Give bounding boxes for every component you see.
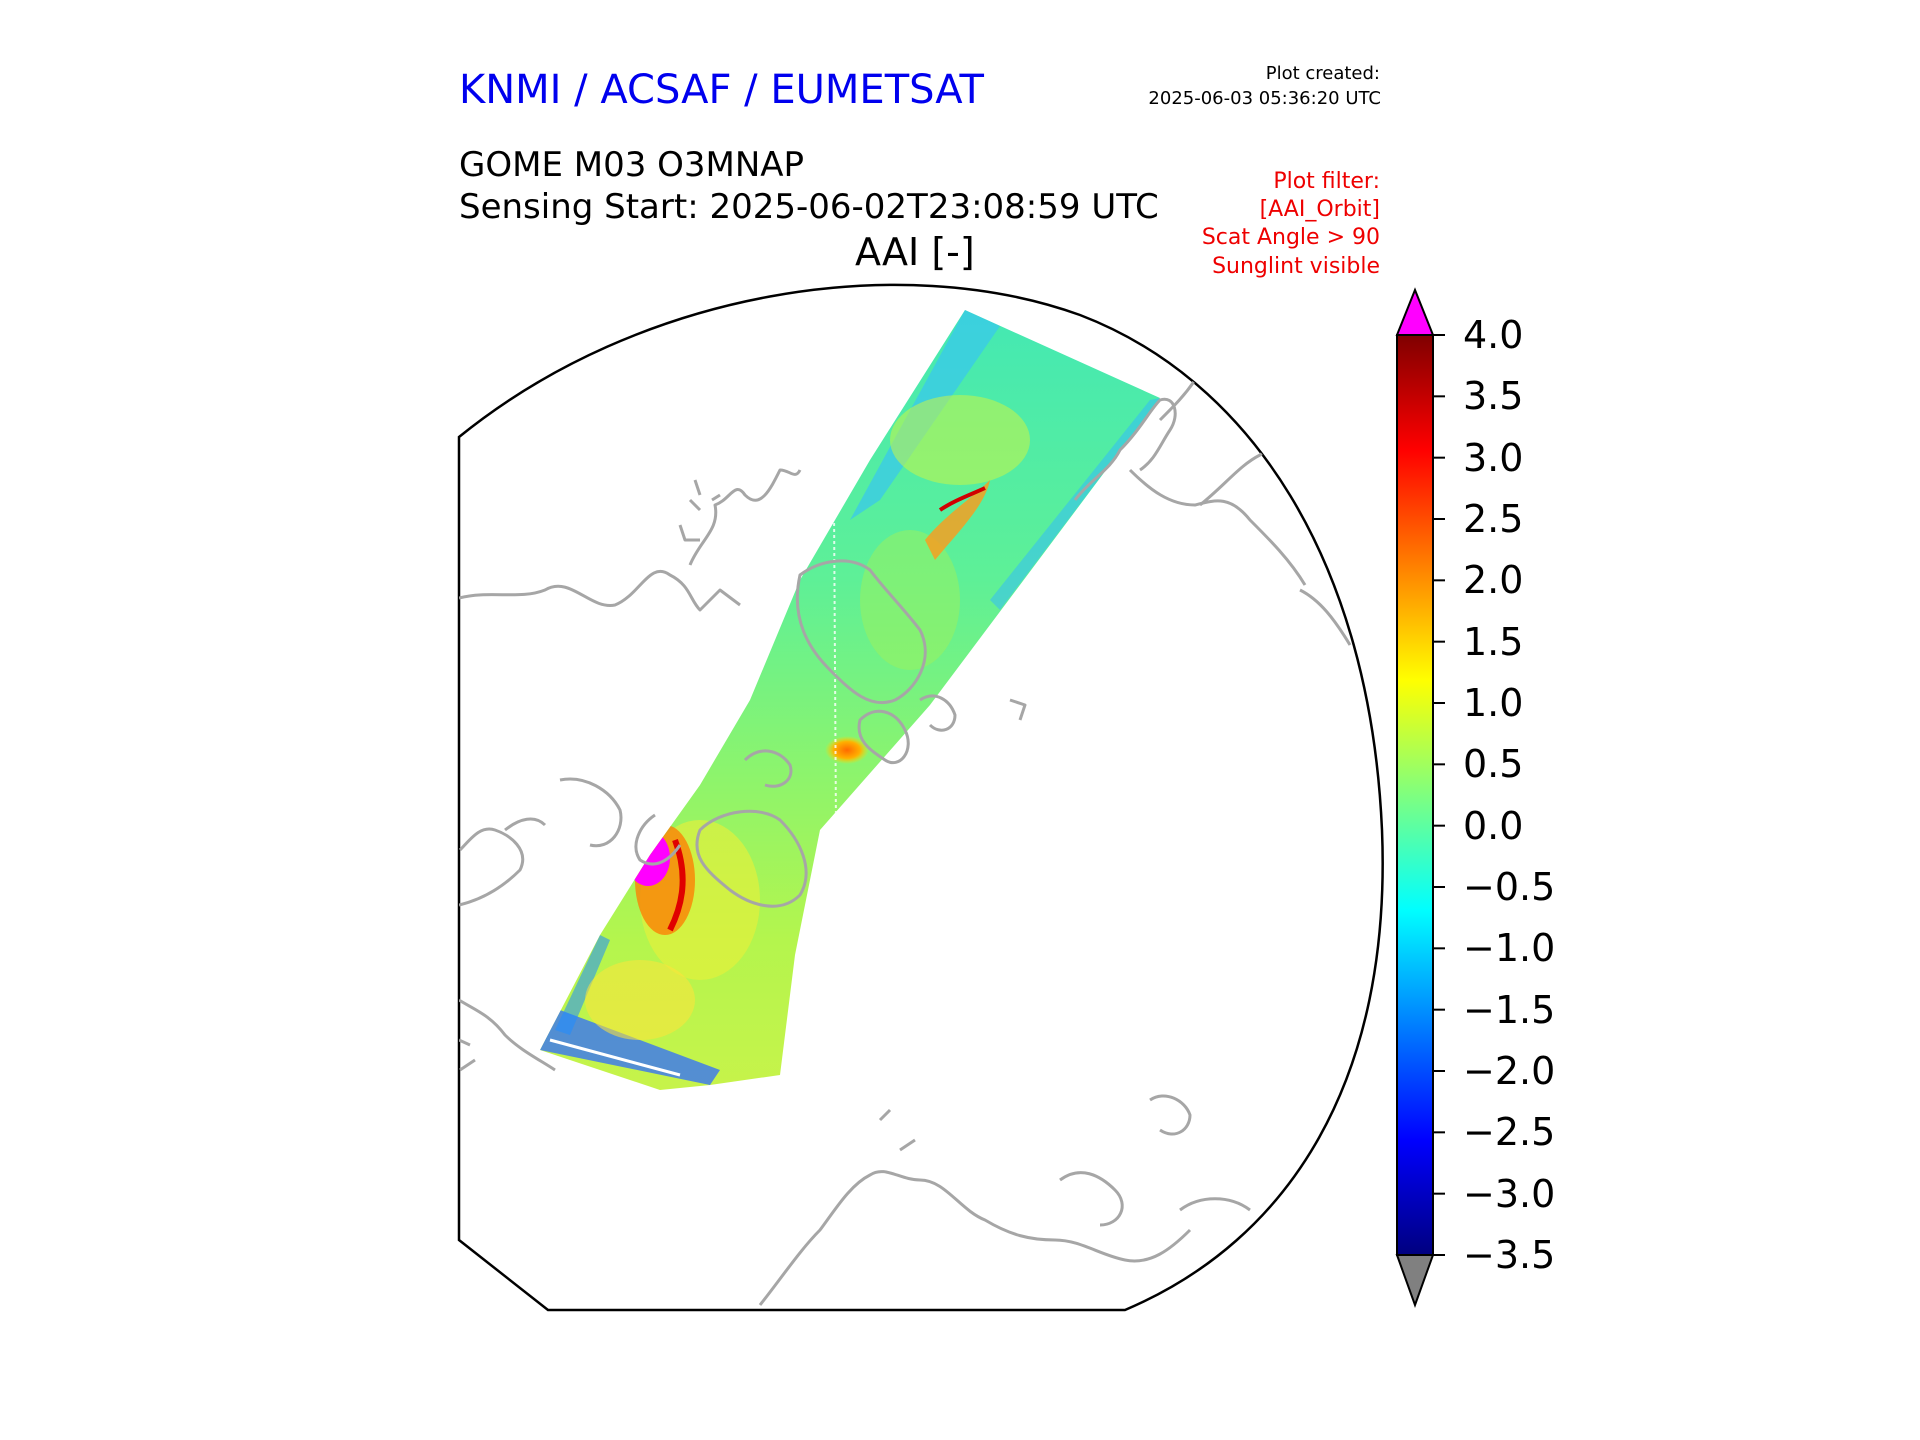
coastlines: [459, 374, 1352, 1306]
sensing-start: Sensing Start: 2025-06-02T23:08:59 UTC: [459, 187, 1159, 227]
colorbar-tick-label: 4.0: [1463, 313, 1524, 357]
plot-filter-sunglint: Sunglint visible: [1212, 254, 1380, 279]
colorbar-tick-label: 1.0: [1463, 681, 1524, 725]
colorbar-tick-label: −0.5: [1463, 865, 1556, 909]
colorbar: [1395, 287, 1445, 1308]
colorbar-tick-label: −2.5: [1463, 1110, 1556, 1155]
colorbar-tick-label: −1.5: [1463, 987, 1556, 1032]
colorbar-tick-label: 3.5: [1463, 374, 1524, 419]
colorbar-overflow-high: [1395, 287, 1435, 336]
colorbar-tick-label: 2.5: [1463, 497, 1524, 541]
product-title: GOME M03 O3MNAP: [459, 145, 805, 185]
variable-title: AAI [-]: [855, 230, 975, 274]
plot-created-timestamp: 2025-06-03 05:36:20 UTC: [1148, 88, 1381, 109]
plot-created-label: Plot created:: [1265, 63, 1380, 84]
plot-filter-scat-angle: Scat Angle > 90: [1201, 225, 1380, 250]
colorbar-tick-label: −3.5: [1463, 1233, 1556, 1277]
colorbar-gradient: [1396, 334, 1434, 1256]
organization-title: KNMI / ACSAF / EUMETSAT: [459, 67, 984, 113]
colorbar-tick-label: 2.0: [1463, 558, 1524, 603]
colorbar-tick-label: 0.5: [1463, 742, 1524, 787]
colorbar-ticks: [1433, 334, 1445, 1256]
colorbar-tick-label: 3.0: [1463, 435, 1524, 480]
plot-filter-label: Plot filter:: [1273, 169, 1380, 194]
colorbar-tick-label: 1.5: [1463, 619, 1524, 664]
colorbar-overflow-low: [1395, 1254, 1435, 1308]
colorbar-tick-label: −1.0: [1463, 926, 1556, 971]
colorbar-tick-label: 0.0: [1463, 803, 1524, 848]
colorbar-tick-label: −3.0: [1463, 1171, 1556, 1216]
plot-filter-aai-orbit: [AAI_Orbit]: [1259, 197, 1380, 222]
colorbar-tick-label: −2.0: [1463, 1049, 1556, 1093]
